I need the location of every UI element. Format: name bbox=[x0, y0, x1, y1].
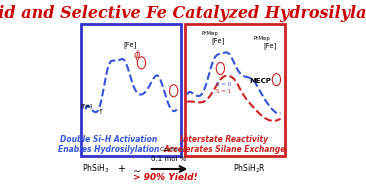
Text: [Fe]: [Fe] bbox=[264, 43, 277, 50]
Text: PhSiH$_2$R: PhSiH$_2$R bbox=[233, 163, 266, 175]
Text: $\sim$: $\sim$ bbox=[131, 164, 142, 174]
Text: PrMep: PrMep bbox=[202, 31, 219, 36]
Text: 0.1 mol %: 0.1 mol % bbox=[151, 156, 186, 162]
Text: Double Si–H Activation
Enables Hydrosilylation: Double Si–H Activation Enables Hydrosily… bbox=[57, 135, 159, 154]
Text: [Fe]: [Fe] bbox=[123, 41, 137, 48]
Text: $\uparrow$: $\uparrow$ bbox=[96, 106, 104, 116]
Text: S = 0: S = 0 bbox=[216, 82, 231, 87]
Text: Rapid and Selective Fe Catalyzed Hydrosilylation: Rapid and Selective Fe Catalyzed Hydrosi… bbox=[0, 5, 366, 22]
Text: > 90% Yield!: > 90% Yield! bbox=[133, 173, 198, 182]
Text: +: + bbox=[117, 164, 125, 174]
Text: [Fe]: [Fe] bbox=[212, 37, 225, 44]
Text: Interstate Reactivity
Accelerates Silane Exchange: Interstate Reactivity Accelerates Silane… bbox=[163, 135, 286, 154]
Bar bbox=[185, 24, 285, 156]
Bar bbox=[81, 24, 181, 156]
Text: [Fe]: [Fe] bbox=[81, 103, 93, 108]
Text: $\phi$: $\phi$ bbox=[133, 48, 141, 62]
Text: MECP: MECP bbox=[249, 78, 271, 84]
Text: PrMep: PrMep bbox=[254, 36, 270, 41]
Text: PhSiH$_3$: PhSiH$_3$ bbox=[82, 163, 109, 175]
Text: S = 1: S = 1 bbox=[216, 89, 231, 94]
Text: $\mathsf{Cp_2Fe}$: $\mathsf{Cp_2Fe}$ bbox=[159, 145, 180, 154]
